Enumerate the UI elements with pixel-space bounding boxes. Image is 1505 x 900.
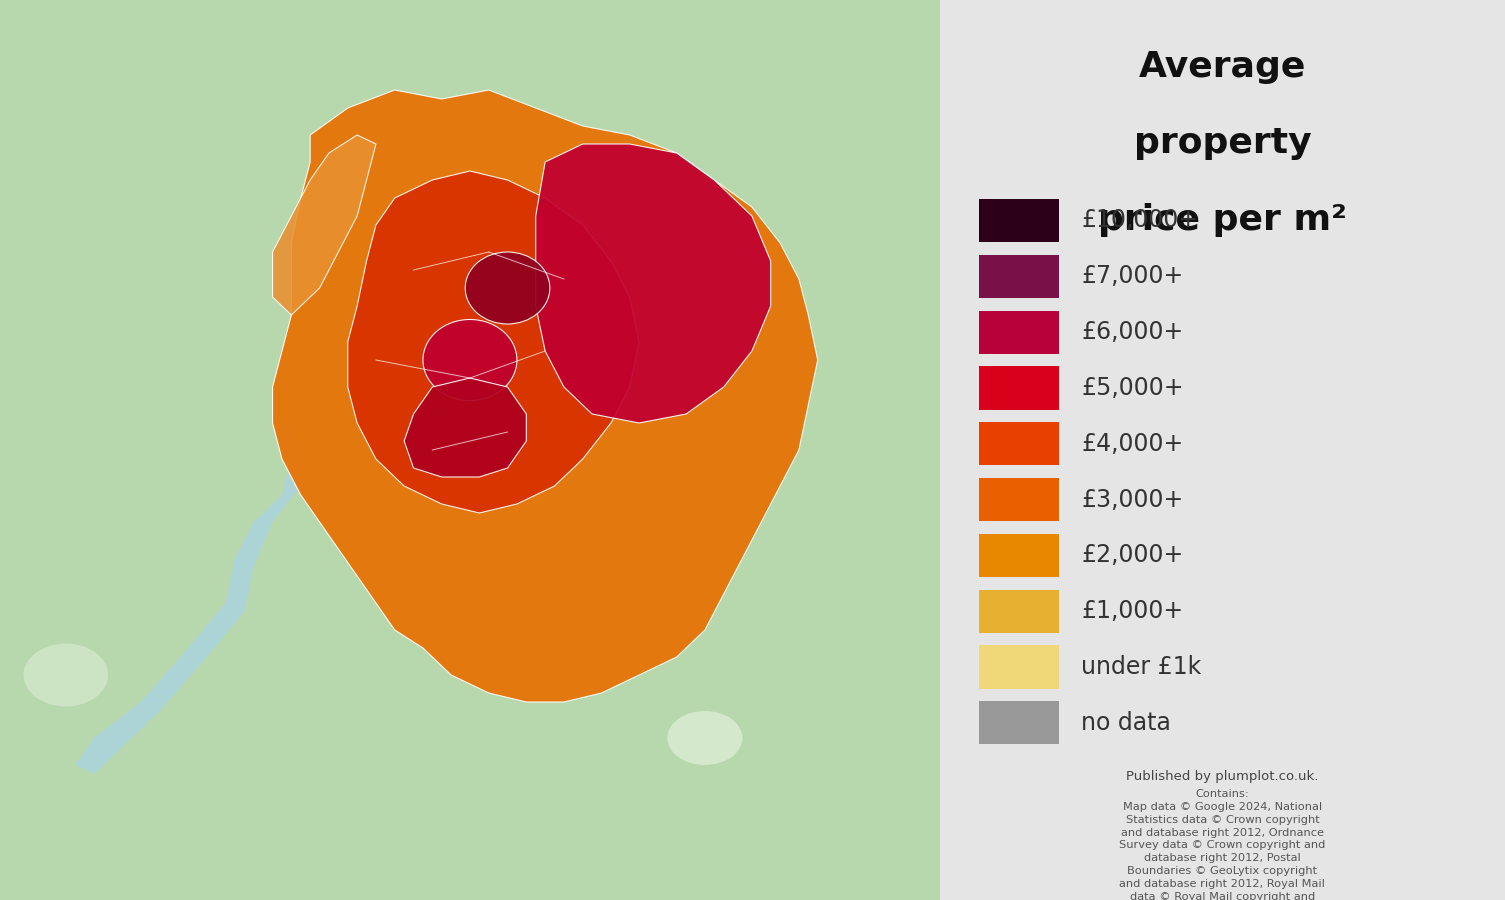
Ellipse shape xyxy=(423,320,516,400)
Text: £2,000+: £2,000+ xyxy=(1081,544,1183,567)
Ellipse shape xyxy=(465,252,549,324)
Polygon shape xyxy=(405,378,527,477)
Text: price per m²: price per m² xyxy=(1099,202,1347,237)
Text: £7,000+: £7,000+ xyxy=(1081,265,1183,288)
Bar xyxy=(980,478,1058,521)
Text: property: property xyxy=(1133,126,1311,160)
Bar xyxy=(980,310,1058,354)
Ellipse shape xyxy=(667,711,742,765)
Bar xyxy=(980,645,1058,688)
Text: £6,000+: £6,000+ xyxy=(1081,320,1183,344)
Text: no data: no data xyxy=(1081,711,1171,734)
Text: Average: Average xyxy=(1139,50,1306,84)
Bar xyxy=(980,255,1058,298)
Bar xyxy=(980,366,1058,410)
Bar xyxy=(980,701,1058,744)
Polygon shape xyxy=(536,144,771,423)
Bar xyxy=(980,590,1058,633)
Text: £5,000+: £5,000+ xyxy=(1081,376,1183,400)
Bar xyxy=(980,534,1058,577)
Text: Contains:
Map data © Google 2024, National
Statistics data © Crown copyright
and: Contains: Map data © Google 2024, Nation… xyxy=(1120,789,1326,900)
Polygon shape xyxy=(272,90,817,702)
Text: £3,000+: £3,000+ xyxy=(1081,488,1183,511)
Text: £1,000+: £1,000+ xyxy=(1081,599,1183,623)
Bar xyxy=(980,199,1058,242)
Polygon shape xyxy=(75,423,301,774)
Polygon shape xyxy=(348,171,640,513)
Bar xyxy=(980,422,1058,465)
Text: £4,000+: £4,000+ xyxy=(1081,432,1183,455)
Text: under £1k: under £1k xyxy=(1081,655,1201,679)
Text: £10,000+: £10,000+ xyxy=(1081,209,1198,232)
Polygon shape xyxy=(272,135,376,315)
Ellipse shape xyxy=(24,644,108,706)
Text: Published by plumplot.co.uk.: Published by plumplot.co.uk. xyxy=(1126,770,1318,783)
